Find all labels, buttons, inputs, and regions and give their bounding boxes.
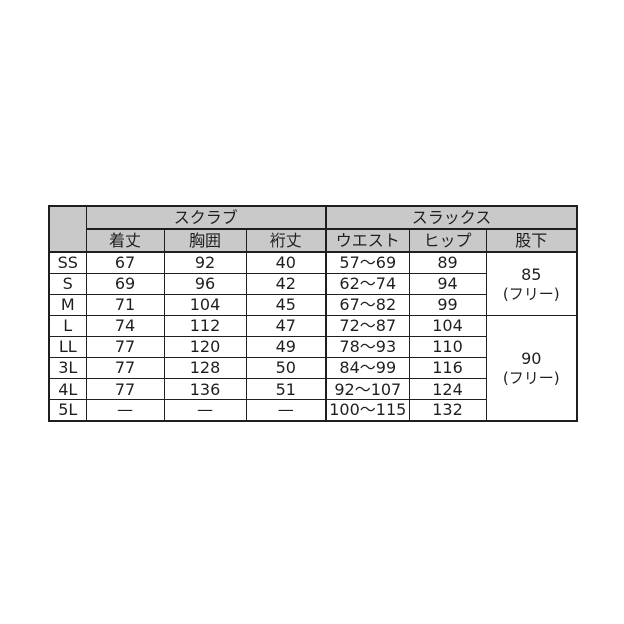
size-label: 3L (48, 357, 87, 380)
data-cell: 50 (245, 357, 327, 380)
data-cell: 49 (245, 335, 327, 359)
size-label: S (48, 272, 87, 295)
data-cell: — (245, 399, 327, 422)
data-cell: 77 (85, 378, 165, 401)
data-cell: 89 (408, 251, 487, 274)
data-cell: 92〜107 (325, 378, 410, 401)
column-header-waist: ウエスト (325, 228, 410, 253)
group-header-scrub: スクラブ (85, 205, 327, 230)
data-cell: 67〜82 (325, 293, 410, 316)
data-cell: — (85, 399, 165, 422)
data-cell: 78〜93 (325, 335, 410, 359)
column-header-row: 着丈 胸囲 裄丈 ウエスト ヒップ 股下 (49, 228, 578, 253)
size-label: M (48, 293, 87, 316)
data-cell: 96 (163, 272, 247, 295)
size-chart-table: スクラブ スラックス 着丈 胸囲 裄丈 ウエスト ヒップ 股下 SS 67 92 (48, 205, 579, 422)
data-cell: 42 (245, 272, 327, 295)
data-cell: 67 (85, 251, 165, 274)
column-header-chest: 胸囲 (163, 228, 247, 253)
data-cell: 104 (408, 314, 487, 338)
data-cell: 136 (163, 378, 247, 401)
data-cell: 132 (408, 399, 487, 422)
data-cell: 100〜115 (325, 399, 410, 422)
data-cell: 51 (245, 378, 327, 401)
group-header-row: スクラブ スラックス (48, 205, 578, 253)
data-cell: 92 (163, 251, 247, 274)
size-label: L (48, 314, 87, 338)
table-row-4l: 4L 77 136 51 92〜107 124 (48, 378, 577, 401)
data-cell: 45 (245, 293, 327, 316)
group-header-slacks: スラックス (325, 205, 578, 230)
data-cell: 120 (163, 335, 247, 359)
data-cell: 62〜74 (325, 272, 410, 295)
data-cell: 104 (163, 293, 247, 316)
corner-cell (48, 205, 87, 253)
data-cell: 71 (85, 293, 165, 316)
size-label: 4L (48, 378, 87, 401)
data-cell: 112 (163, 314, 247, 338)
inseam-note: (フリー) (502, 284, 560, 303)
table-row-m: M 71 104 45 67〜82 99 (48, 293, 577, 316)
data-cell: 116 (408, 357, 487, 380)
column-header-inseam: 股下 (485, 228, 578, 253)
data-cell: 74 (85, 314, 165, 338)
data-cell: 99 (408, 293, 487, 316)
column-header-length: 着丈 (85, 228, 165, 253)
data-cell: 128 (163, 357, 247, 380)
inseam-merged-cell-85: 85 (フリー) (485, 251, 578, 316)
inseam-value: 90 (521, 349, 542, 369)
inseam-note: (フリー) (502, 368, 560, 387)
data-cell: 72〜87 (325, 314, 410, 338)
inseam-value: 85 (521, 265, 542, 285)
data-cell: 57〜69 (325, 251, 410, 274)
data-cell: 110 (408, 335, 487, 359)
data-cell: 77 (85, 335, 165, 359)
inseam-merged-cell-90: 90 (フリー) (485, 314, 578, 422)
size-label: SS (48, 251, 87, 274)
data-cell: 77 (85, 357, 165, 380)
data-cell: 94 (408, 272, 487, 295)
size-label: 5L (48, 399, 87, 422)
table-row-5l: 5L — — — 100〜115 132 (48, 399, 577, 422)
column-header-hip: ヒップ (408, 228, 487, 253)
data-cell: 84〜99 (325, 357, 410, 380)
column-header-sleeve: 裄丈 (245, 228, 327, 253)
table-row-ss: SS 67 92 40 57〜69 89 85 (フリー) (48, 251, 578, 316)
size-chart-wrapper: スクラブ スラックス 着丈 胸囲 裄丈 ウエスト ヒップ 股下 SS 67 92 (48, 205, 579, 422)
data-cell: 124 (408, 378, 487, 401)
data-cell: — (163, 399, 247, 422)
size-label: LL (48, 335, 87, 359)
data-cell: 40 (245, 251, 327, 274)
data-cell: 47 (245, 314, 327, 338)
table-row-l: L 74 112 47 72〜87 104 90 (フリー) (48, 314, 578, 422)
data-cell: 69 (85, 272, 165, 295)
